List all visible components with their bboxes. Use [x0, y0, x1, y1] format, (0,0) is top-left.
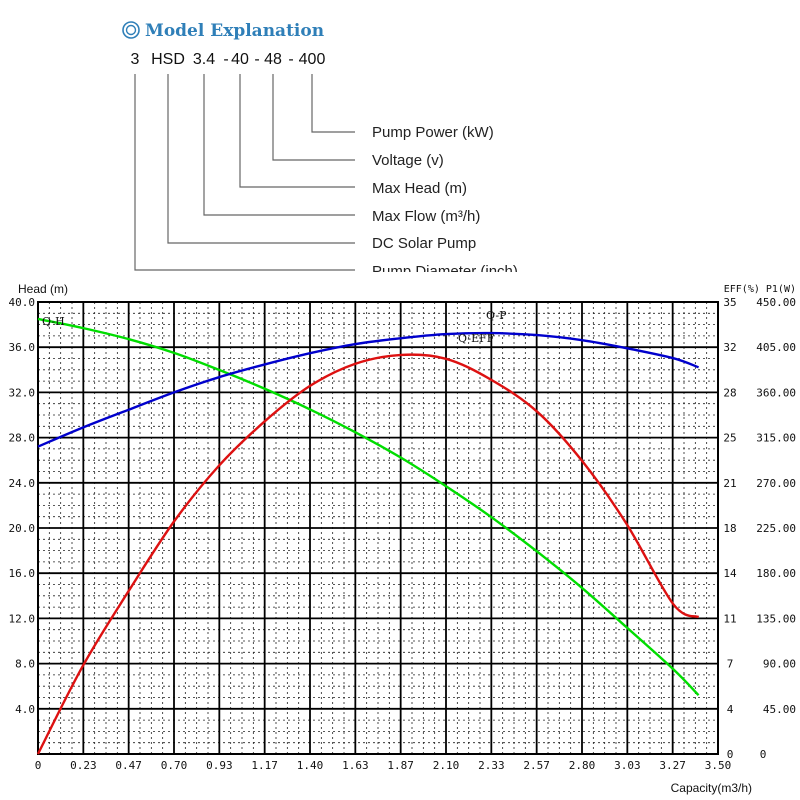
y-tick-label-power: 225.00	[756, 522, 796, 535]
curve-label-qeff: Q-EFF	[458, 332, 495, 345]
y-tick-label-head: 16.0	[9, 567, 36, 580]
y-tick-label-eff: 32	[723, 341, 736, 354]
x-tick-label: 1.63	[342, 759, 369, 772]
plot-frame	[37, 301, 719, 755]
curve-qeff	[36, 353, 700, 755]
desc-pump-diameter: Pump Diameter (inch)	[372, 263, 518, 272]
double-circle-icon	[122, 21, 140, 39]
y-axis-label-right: EFF(%) P1(W)	[724, 284, 796, 295]
y-tick-label-eff: 7	[727, 658, 734, 671]
y-tick-label-eff: 28	[723, 386, 736, 399]
model-separator: -	[288, 51, 293, 68]
desc-pump-power: Pump Power (kW)	[372, 124, 494, 141]
x-tick-label: 3.03	[614, 759, 641, 772]
curve-label-qp: Q-P	[486, 309, 507, 322]
model-explanation: Model Explanation 3 HSD 3.4 - 40 - 48 - …	[122, 21, 518, 272]
y-tick-label-head: 12.0	[9, 612, 36, 625]
model-part-flow: 3.4	[193, 51, 215, 68]
y-tick-label-eff: 25	[723, 432, 736, 445]
x-tick-label: 2.10	[433, 759, 460, 772]
x-tick-label: 1.17	[251, 759, 278, 772]
curves	[36, 317, 700, 755]
y-tick-label-head: 40.0	[9, 296, 36, 309]
y-tick-label-eff: 21	[723, 477, 736, 490]
y-tick-label-head: 28.0	[9, 432, 36, 445]
x-tick-label: 2.80	[569, 759, 596, 772]
y-tick-label-eff: 14	[723, 567, 737, 580]
model-separator: -	[223, 51, 228, 68]
desc-max-head: Max Head (m)	[372, 180, 467, 197]
desc-max-flow: Max Flow (m³/h)	[372, 208, 480, 225]
x-tick-label: 1.40	[297, 759, 324, 772]
curve-qp	[37, 331, 700, 448]
y-tick-label-power: 450.00	[756, 296, 796, 309]
y-tick-label-power: 270.00	[756, 477, 796, 490]
model-part-voltage: 48	[264, 51, 282, 68]
y-tick-label-power: 405.00	[756, 341, 796, 354]
model-separator: -	[254, 51, 259, 68]
model-part-series: HSD	[151, 51, 185, 68]
model-explanation-title: Model Explanation	[145, 21, 324, 41]
y-tick-label-head: 32.0	[9, 386, 36, 399]
desc-dc-solar-pump: DC Solar Pump	[372, 235, 476, 252]
y-tick-label-head: 24.0	[9, 477, 36, 490]
y-tick-label-head: 20.0	[9, 522, 36, 535]
model-part-diameter: 3	[131, 51, 140, 68]
y-tick-label-power: 360.00	[756, 386, 796, 399]
x-tick-label: 0.23	[70, 759, 97, 772]
y-tick-label-head: 4.0	[15, 703, 35, 716]
tick-labels: 0 0.23 0.47 0.70 0.93 1.17 1.40 1.63 1.87 2.10 2.3…	[9, 296, 797, 772]
model-part-power: 400	[299, 51, 326, 68]
explanation-leader-lines	[134, 74, 355, 271]
x-tick-label: 3.27	[659, 759, 686, 772]
x-tick-label: 0.70	[161, 759, 188, 772]
x-tick-label: 0.47	[115, 759, 142, 772]
x-tick-label: 3.50	[705, 759, 732, 772]
y-tick-label-power: 0	[760, 748, 767, 761]
x-axis-label: Capacity(m3/h)	[671, 781, 752, 795]
y-tick-label-eff: 0	[727, 748, 734, 761]
y-tick-label-power: 45.00	[763, 703, 796, 716]
x-tick-label: 0	[35, 759, 42, 772]
curve-label-qh: Q-H	[42, 315, 65, 328]
y-axis-label-head: Head (m)	[18, 282, 68, 296]
y-tick-label-head: 8.0	[15, 658, 35, 671]
y-tick-label-eff: 11	[723, 612, 736, 625]
x-tick-label: 0.93	[206, 759, 233, 772]
y-tick-label-eff: 4	[727, 703, 734, 716]
x-tick-label: 2.33	[478, 759, 505, 772]
curve-qh	[37, 317, 700, 697]
y-tick-label-eff: 18	[723, 522, 736, 535]
y-tick-label-eff: 35	[723, 296, 736, 309]
desc-voltage: Voltage (v)	[372, 152, 444, 169]
pump-performance-chart: 0 0.23 0.47 0.70 0.93 1.17 1.40 1.63 1.87 2.10 2.3…	[9, 282, 797, 795]
y-tick-label-power: 90.00	[763, 658, 796, 671]
x-tick-label: 1.87	[387, 759, 414, 772]
y-tick-label-head: 36.0	[9, 341, 36, 354]
y-tick-label-power: 315.00	[756, 432, 796, 445]
model-part-head: 40	[231, 51, 249, 68]
y-tick-label-power: 180.00	[756, 567, 796, 580]
x-tick-label: 2.57	[523, 759, 550, 772]
y-tick-label-power: 135.00	[756, 612, 796, 625]
